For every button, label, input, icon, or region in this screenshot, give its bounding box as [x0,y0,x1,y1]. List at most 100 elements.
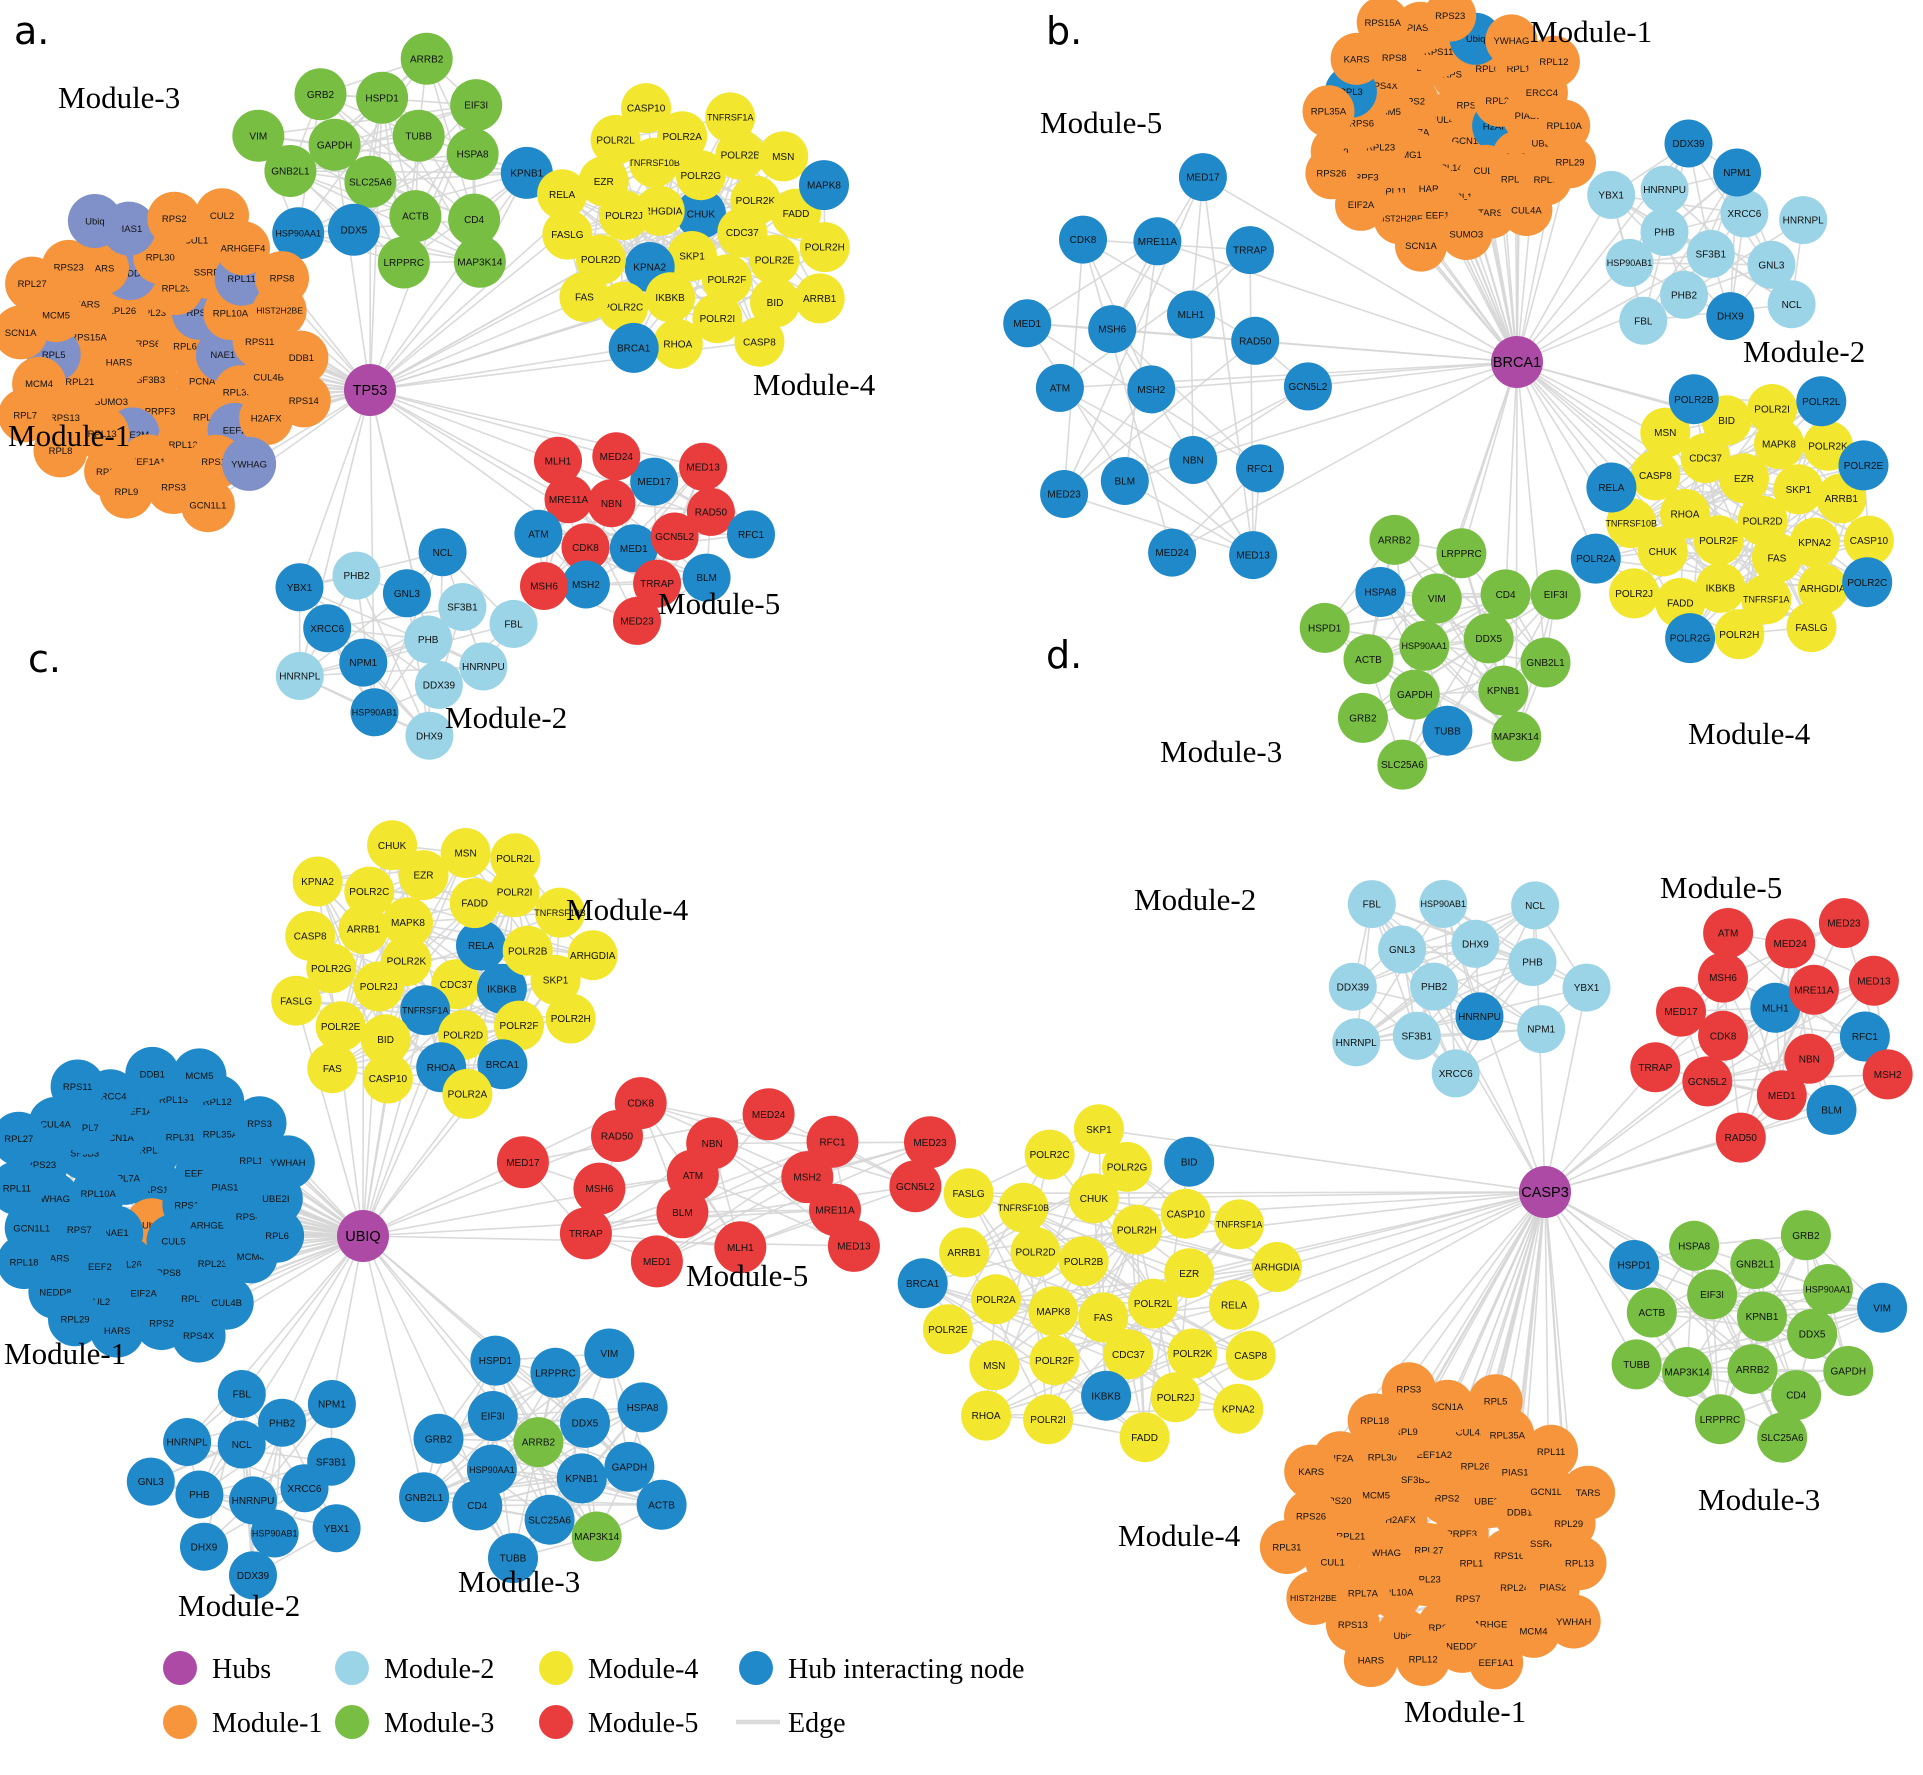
node-MED13[interactable] [679,442,728,491]
node-MCM5[interactable] [172,1048,227,1103]
node-SKP1[interactable] [1073,1104,1124,1155]
node-HNRNPU[interactable] [1455,992,1504,1041]
node-RPL5[interactable] [1468,1374,1523,1429]
node-POLR2A[interactable] [442,1068,493,1119]
node-ARRB2[interactable] [400,32,453,85]
node-MSN[interactable] [1640,407,1691,458]
node-MAPK8[interactable] [383,897,433,948]
node-POLR2E[interactable] [1838,440,1889,491]
node-GNB2L1[interactable] [264,145,317,197]
node-POLR2F[interactable] [494,1000,544,1051]
node-EIF3I[interactable] [450,79,503,132]
node-FASLG[interactable] [1786,602,1837,653]
node-FASLG[interactable] [943,1168,994,1219]
node-POLR2J[interactable] [1150,1372,1201,1423]
node-RPL31[interactable] [1259,1520,1314,1574]
node-POLR2C[interactable] [1024,1129,1075,1180]
hub-BRCA1[interactable] [1491,336,1543,388]
node-MAPK8[interactable] [799,160,849,211]
node-HSPD1[interactable] [1609,1240,1660,1290]
node-FADD[interactable] [449,878,500,929]
node-PHB2[interactable] [1410,962,1459,1011]
node-SKP1[interactable] [1773,464,1824,515]
node-FBL[interactable] [1347,880,1396,929]
node-KPNB1[interactable] [1737,1291,1787,1342]
node-DDX5[interactable] [327,203,380,256]
node-GNL3[interactable] [1378,925,1427,974]
node-MAP3K14[interactable] [453,235,506,288]
node-RPL8[interactable] [33,423,88,478]
node-PHB[interactable] [1508,938,1557,987]
node-SF3B1[interactable] [1392,1011,1441,1060]
node-BRCA1[interactable] [897,1258,948,1309]
node-SF3B1[interactable] [438,583,487,631]
node-MED1[interactable] [630,1235,683,1288]
node-LRPPRC[interactable] [1436,528,1487,579]
node-TARS[interactable] [1561,1465,1616,1520]
node-POLR2L[interactable] [490,833,541,884]
node-NBN[interactable] [587,479,636,528]
node-ATM[interactable] [1703,908,1754,958]
node-YWHAG[interactable] [1485,14,1538,67]
node-PHB2[interactable] [258,1398,307,1447]
node-RPS3[interactable] [232,1096,287,1151]
node-RELA[interactable] [456,920,506,971]
node-MSN[interactable] [758,131,809,182]
node-VIM[interactable] [232,109,285,162]
node-RFC1[interactable] [727,510,775,559]
node-LRPPRC[interactable] [377,236,430,289]
node-TRRAP[interactable] [1630,1042,1681,1093]
node-ARHGDIA[interactable] [1797,563,1848,614]
node-MED17[interactable] [496,1136,549,1189]
node-POLR2F[interactable] [1029,1335,1080,1386]
node-RHOA[interactable] [652,319,703,369]
node-HSP90AA1[interactable] [1803,1264,1853,1314]
node-FBL[interactable] [217,1370,266,1418]
node-RPL27[interactable] [0,1111,46,1166]
node-NPM1[interactable] [1713,148,1762,197]
node-HSPD1[interactable] [1299,602,1350,653]
node-ARRB2[interactable] [1727,1344,1778,1395]
node-ARHGDIA[interactable] [1251,1242,1302,1292]
node-MED1[interactable] [1756,1070,1807,1121]
node-FAS[interactable] [307,1043,358,1094]
node-MED13[interactable] [1229,531,1278,580]
node-EIF3I[interactable] [1530,569,1581,620]
node-EIF3I[interactable] [467,1391,518,1441]
node-MRE11A[interactable] [544,475,593,524]
node-NPM1[interactable] [339,638,388,687]
node-RHOA[interactable] [961,1390,1012,1441]
node-MED1[interactable] [609,524,658,573]
node-BID[interactable] [360,1014,411,1065]
node-FAS[interactable] [1078,1292,1129,1343]
node-HSP90AB1[interactable] [1419,879,1468,928]
node-KPNA2[interactable] [1789,517,1840,568]
node-RPL11[interactable] [0,1161,44,1216]
node-ARRB1[interactable] [939,1227,990,1278]
node-RFC1[interactable] [1236,444,1284,493]
node-POLR2L[interactable] [1128,1278,1178,1329]
node-HSP90AB1[interactable] [250,1509,299,1558]
node-RPS8[interactable] [255,251,309,306]
node-GCN1L1[interactable] [180,478,235,533]
node-DDX39[interactable] [1328,962,1377,1011]
node-RPL7[interactable] [0,388,53,443]
node-POLR2I[interactable] [1747,384,1798,434]
node-YWHAH[interactable] [1546,1594,1601,1649]
node-POLR2J[interactable] [353,961,404,1012]
node-POLR2L[interactable] [590,114,641,165]
node-TNFRSF1A[interactable] [1741,574,1792,625]
node-TUBB[interactable] [1611,1339,1662,1390]
node-YBX1[interactable] [275,563,324,612]
node-MAP3K14[interactable] [1662,1347,1712,1397]
node-CASP10[interactable] [621,83,672,134]
node-POLR2E[interactable] [315,1001,366,1052]
node-Ubiq[interactable] [67,194,122,248]
node-RELA[interactable] [1586,462,1637,513]
node-YWHAG[interactable] [222,436,277,491]
node-CDK8[interactable] [1698,1010,1749,1061]
node-DDX5[interactable] [1463,613,1514,664]
node-HSPD1[interactable] [356,71,409,124]
node-GCN5L2[interactable] [1283,362,1332,411]
node-SF3B1[interactable] [307,1437,356,1486]
